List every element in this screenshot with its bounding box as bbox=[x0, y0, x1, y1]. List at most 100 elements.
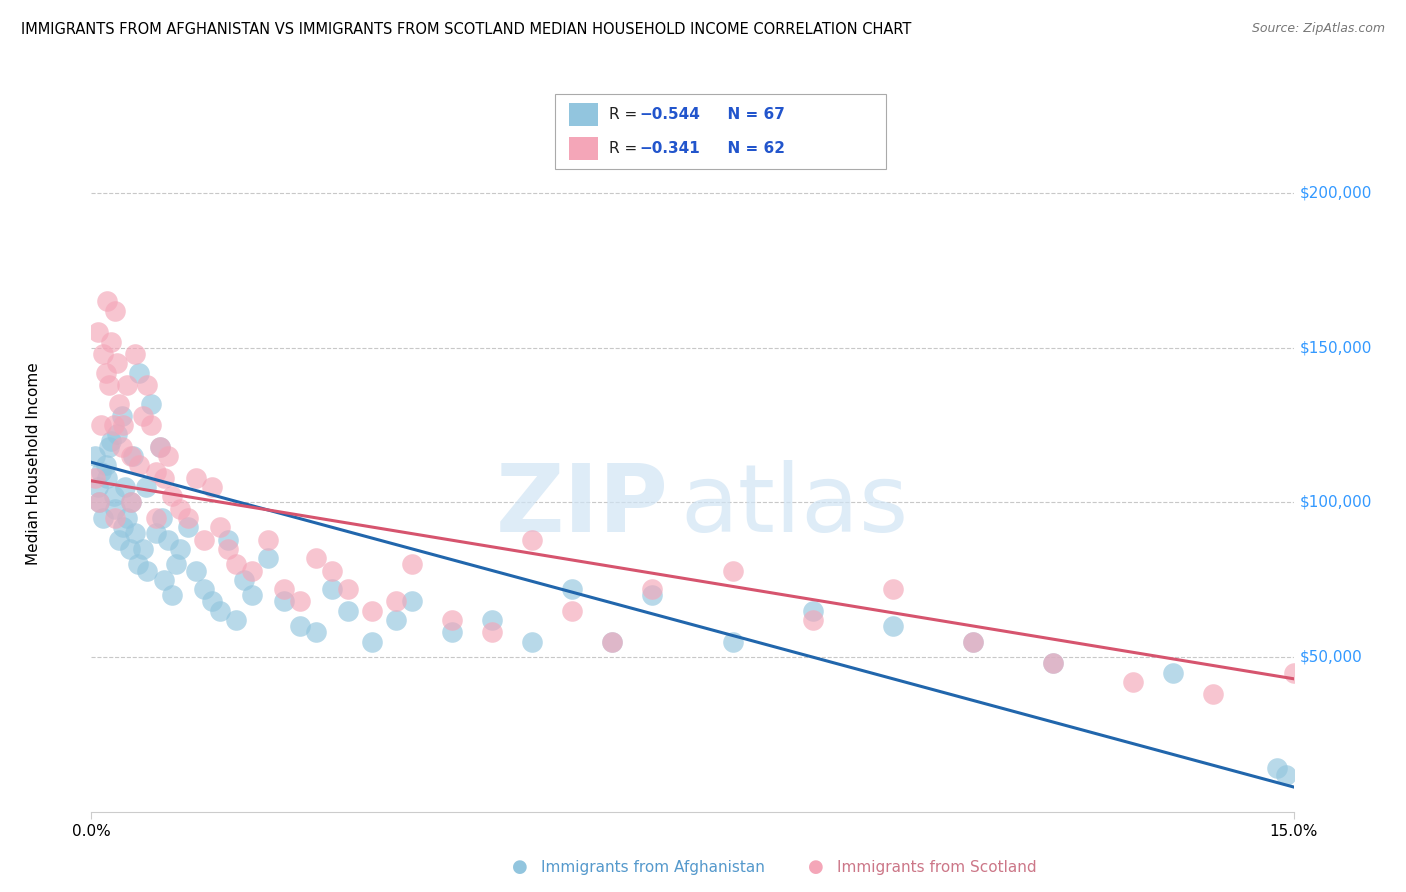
Point bbox=[141, 418, 163, 433]
Point bbox=[1122, 674, 1144, 689]
Point bbox=[94, 458, 117, 473]
Point bbox=[1202, 687, 1225, 701]
Text: N = 67: N = 67 bbox=[717, 107, 785, 122]
Point bbox=[89, 495, 111, 509]
Point bbox=[256, 551, 278, 566]
Point bbox=[100, 334, 122, 349]
Point bbox=[111, 440, 134, 454]
Point bbox=[481, 625, 503, 640]
Point bbox=[208, 604, 231, 618]
Point bbox=[520, 533, 543, 547]
Point bbox=[240, 564, 263, 578]
Text: Median Household Income: Median Household Income bbox=[27, 362, 41, 566]
Point bbox=[184, 564, 207, 578]
Point bbox=[208, 520, 231, 534]
Point bbox=[201, 480, 224, 494]
Point bbox=[94, 366, 117, 380]
Text: ●: ● bbox=[512, 858, 529, 876]
Point bbox=[105, 356, 128, 370]
Point bbox=[128, 458, 150, 473]
Text: Immigrants from Afghanistan: Immigrants from Afghanistan bbox=[541, 860, 765, 874]
Point bbox=[240, 588, 263, 602]
Point bbox=[103, 489, 125, 503]
Point bbox=[148, 440, 170, 454]
Point bbox=[128, 366, 150, 380]
Point bbox=[96, 471, 118, 485]
Point bbox=[1042, 657, 1064, 671]
Point bbox=[321, 564, 343, 578]
Point bbox=[98, 378, 121, 392]
Point bbox=[441, 613, 464, 627]
Point bbox=[104, 303, 127, 318]
Point bbox=[121, 449, 143, 463]
Point bbox=[336, 604, 359, 618]
Point bbox=[602, 634, 624, 648]
Point bbox=[962, 634, 984, 648]
Point bbox=[112, 418, 135, 433]
Point bbox=[1161, 665, 1184, 680]
Text: Source: ZipAtlas.com: Source: ZipAtlas.com bbox=[1251, 22, 1385, 36]
Point bbox=[108, 533, 131, 547]
Point bbox=[117, 511, 139, 525]
Point bbox=[360, 634, 382, 648]
Point bbox=[121, 495, 143, 509]
Text: $150,000: $150,000 bbox=[1299, 341, 1372, 355]
Point bbox=[103, 418, 125, 433]
Point bbox=[225, 613, 247, 627]
Point bbox=[217, 541, 239, 556]
Point bbox=[169, 541, 191, 556]
Point bbox=[288, 594, 311, 608]
Text: R =: R = bbox=[609, 141, 643, 156]
Point bbox=[561, 582, 583, 596]
Text: ●: ● bbox=[807, 858, 824, 876]
Point bbox=[1282, 665, 1305, 680]
Text: $100,000: $100,000 bbox=[1299, 495, 1372, 510]
Point bbox=[108, 396, 131, 410]
Point bbox=[232, 573, 254, 587]
Point bbox=[360, 604, 382, 618]
Point bbox=[225, 558, 247, 572]
Point bbox=[124, 347, 146, 361]
Point bbox=[152, 471, 174, 485]
Point bbox=[1274, 767, 1296, 781]
Point bbox=[93, 347, 115, 361]
Point bbox=[193, 582, 215, 596]
Text: R =: R = bbox=[609, 107, 643, 122]
Point bbox=[801, 604, 824, 618]
Point bbox=[87, 326, 110, 340]
Point bbox=[150, 511, 173, 525]
Text: $50,000: $50,000 bbox=[1299, 649, 1362, 665]
Point bbox=[93, 511, 115, 525]
Point bbox=[111, 409, 134, 423]
Point bbox=[217, 533, 239, 547]
Point bbox=[165, 558, 187, 572]
Point bbox=[201, 594, 224, 608]
Point bbox=[156, 533, 179, 547]
Point bbox=[148, 440, 170, 454]
Text: −0.544: −0.544 bbox=[640, 107, 700, 122]
Point bbox=[481, 613, 503, 627]
Point bbox=[641, 588, 664, 602]
Point bbox=[1042, 657, 1064, 671]
Point bbox=[90, 465, 112, 479]
Point bbox=[145, 511, 167, 525]
Point bbox=[882, 582, 904, 596]
Point bbox=[132, 541, 155, 556]
Point bbox=[98, 440, 121, 454]
Point bbox=[160, 588, 183, 602]
Point bbox=[152, 573, 174, 587]
Point bbox=[1267, 761, 1289, 775]
Point bbox=[801, 613, 824, 627]
Point bbox=[114, 480, 136, 494]
Point bbox=[401, 558, 423, 572]
Point bbox=[104, 501, 127, 516]
Point bbox=[87, 480, 110, 494]
Point bbox=[336, 582, 359, 596]
Text: Immigrants from Scotland: Immigrants from Scotland bbox=[837, 860, 1036, 874]
Point bbox=[882, 619, 904, 633]
Point bbox=[385, 613, 408, 627]
Point bbox=[169, 501, 191, 516]
Point bbox=[256, 533, 278, 547]
Point bbox=[160, 489, 183, 503]
Point bbox=[141, 396, 163, 410]
